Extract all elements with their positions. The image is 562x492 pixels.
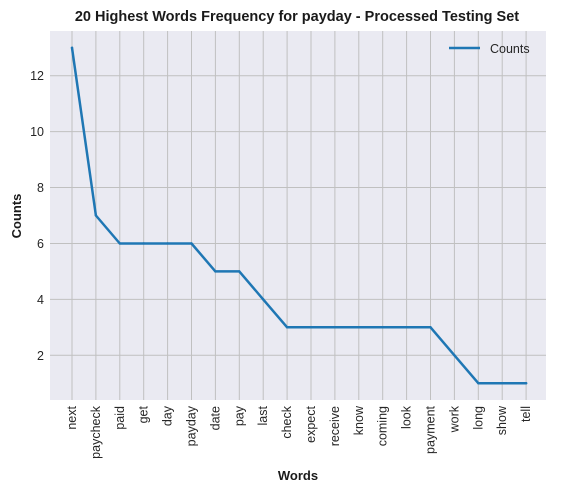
- x-tick-label: get: [137, 405, 151, 423]
- x-tick-label: know: [352, 405, 366, 435]
- x-tick-label: paid: [113, 406, 127, 430]
- data-point: [477, 382, 480, 385]
- y-tick-label: 4: [37, 293, 44, 307]
- data-point: [333, 326, 337, 329]
- data-point: [142, 242, 145, 245]
- series-layer: [70, 46, 528, 385]
- y-tick-label: 8: [37, 181, 44, 195]
- data-point: [381, 326, 384, 329]
- x-tick-label: date: [208, 406, 222, 430]
- series-line: [70, 46, 528, 385]
- x-axis-label: Words: [278, 468, 318, 483]
- x-tick-label: paycheck: [89, 405, 103, 459]
- plot-area: [50, 31, 546, 400]
- x-tick-label: check: [280, 405, 294, 438]
- y-tick-label: 10: [30, 125, 44, 139]
- data-point: [453, 354, 456, 357]
- data-point: [238, 270, 241, 273]
- x-tick-label: coming: [376, 406, 390, 446]
- x-tick-label: pay: [232, 405, 246, 426]
- data-point: [357, 326, 360, 329]
- y-axis-ticks: 2 4 6 8 10 12: [30, 69, 44, 363]
- x-tick-label: tell: [519, 406, 533, 422]
- y-tick-label: 12: [30, 69, 44, 83]
- data-point: [190, 242, 193, 245]
- x-tick-label: payment: [424, 405, 438, 453]
- data-point: [94, 214, 98, 217]
- data-point: [309, 326, 313, 329]
- x-tick-label: show: [495, 405, 509, 435]
- x-tick-label: look: [400, 405, 414, 429]
- chart-title: 20 Highest Words Frequency for payday - …: [75, 9, 519, 25]
- data-point: [285, 326, 289, 329]
- data-point: [524, 382, 528, 385]
- y-axis-label: Counts: [9, 194, 24, 239]
- y-tick-label: 2: [37, 349, 44, 363]
- data-point: [118, 242, 122, 245]
- x-tick-label: payday: [185, 405, 199, 446]
- x-tick-label: work: [447, 405, 461, 433]
- legend: Counts: [449, 42, 530, 56]
- legend-label: Counts: [490, 42, 530, 56]
- x-tick-label: day: [161, 405, 175, 426]
- data-point: [214, 270, 217, 273]
- data-point: [262, 298, 265, 301]
- x-tick-label: long: [471, 406, 485, 430]
- x-tick-label: next: [65, 405, 79, 429]
- data-point: [70, 46, 74, 49]
- data-point: [166, 242, 169, 245]
- x-tick-label: receive: [328, 406, 342, 446]
- x-axis-ticks: next paycheck paid get day payday date pay last c…: [65, 405, 533, 459]
- data-point: [429, 326, 432, 329]
- x-tick-label: expect: [304, 405, 318, 442]
- x-gridlines: [71, 31, 527, 400]
- y-tick-label: 6: [37, 237, 44, 251]
- data-point: [501, 382, 504, 385]
- x-tick-label: last: [256, 405, 270, 425]
- data-point: [405, 326, 408, 329]
